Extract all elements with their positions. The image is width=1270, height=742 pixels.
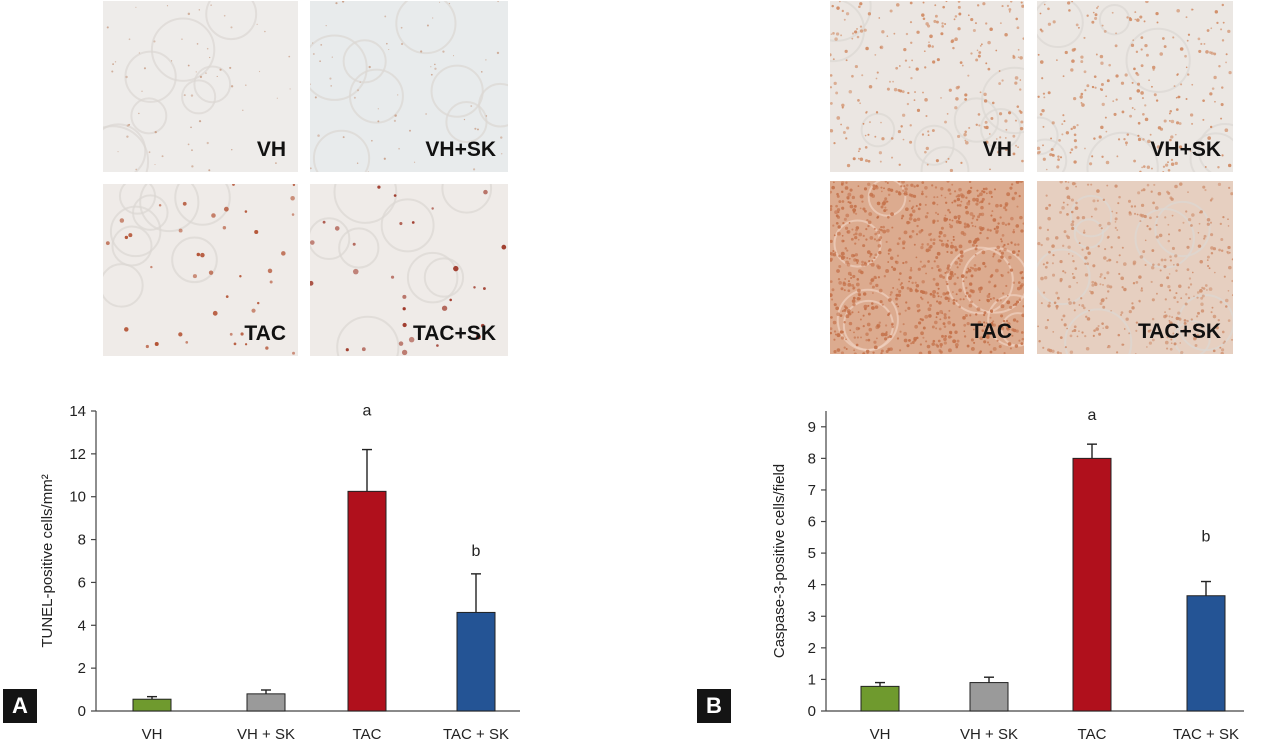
x-tick-label: VH — [870, 726, 891, 742]
micrograph-b-vh: VH — [830, 1, 1024, 172]
micrograph-label: TAC+SK — [412, 322, 496, 345]
y-tick-label: 8 — [78, 532, 86, 549]
micrograph-a-vh: VH — [103, 1, 298, 172]
micrograph-label: TAC — [970, 320, 1012, 343]
micrograph-b-tac-sk: TAC+SK — [1037, 181, 1233, 354]
x-tick-label: VH + SK — [960, 726, 1018, 742]
panel-label-b: B — [697, 689, 731, 723]
x-tick-label: VH + SK — [237, 726, 295, 742]
bar — [1072, 457, 1112, 712]
y-tick-label: 1 — [808, 671, 816, 688]
y-tick-label: 2 — [78, 660, 86, 677]
bar — [1186, 595, 1226, 712]
significance-label: a — [1088, 407, 1097, 424]
y-tick-label: 10 — [69, 489, 86, 506]
bar — [347, 490, 387, 712]
y-tick-label: 0 — [808, 703, 816, 720]
bar — [246, 693, 286, 712]
significance-label: b — [1202, 529, 1211, 546]
y-tick-label: 12 — [69, 446, 86, 463]
bar — [132, 698, 172, 712]
y-tick-label: 5 — [808, 545, 816, 562]
micrograph-a-vh-sk: VH+SK — [310, 1, 508, 172]
y-tick-label: 2 — [808, 640, 816, 657]
micrograph-label: TAC+SK — [1137, 320, 1221, 343]
significance-label: a — [363, 403, 372, 420]
y-tick-label: 4 — [808, 577, 816, 594]
micrograph-label: VH+SK — [425, 138, 496, 161]
x-tick-label: TAC + SK — [443, 726, 509, 742]
y-tick-label: 9 — [808, 419, 816, 436]
bar — [456, 611, 496, 712]
y-tick-label: 4 — [78, 617, 86, 634]
y-tick-label: 8 — [808, 450, 816, 467]
y-tick-label: 7 — [808, 482, 816, 499]
y-axis-label: TUNEL-positive cells/mm² — [39, 474, 56, 647]
micrograph-label: VH+SK — [1150, 138, 1221, 161]
micrograph-label: VH — [982, 138, 1012, 161]
bar — [969, 682, 1009, 712]
x-tick-label: TAC — [1078, 726, 1107, 742]
y-tick-label: 3 — [808, 608, 816, 625]
y-tick-label: 0 — [78, 703, 86, 720]
micrograph-a-tac: TAC — [103, 184, 298, 356]
x-tick-label: TAC — [353, 726, 382, 742]
micrograph-b-vh-sk: VH+SK — [1037, 1, 1233, 172]
y-tick-label: 6 — [808, 514, 816, 531]
x-tick-label: TAC + SK — [1173, 726, 1239, 742]
y-tick-label: 6 — [78, 574, 86, 591]
micrograph-a-tac-sk: TAC+SK — [310, 184, 508, 356]
significance-label: b — [472, 543, 481, 560]
micrograph-label: TAC — [244, 322, 286, 345]
tunel-bar-chart: 0 2 4 6 8 10 12 14 TUNEL-positive cells/mm² VH VH … — [39, 403, 520, 742]
bar — [860, 685, 900, 712]
panel-label-a: A — [3, 689, 37, 723]
micrograph-b-tac: TAC — [830, 181, 1024, 354]
y-tick-label: 14 — [69, 403, 86, 420]
y-axis-label: Caspase-3-positive cells/field — [771, 464, 788, 658]
caspase3-bar-chart: 0 1 2 3 4 5 6 7 8 9 Caspase-3-positive cells/field… — [771, 407, 1244, 742]
x-tick-label: VH — [142, 726, 163, 742]
axes: 0 2 4 6 8 10 12 14 — [69, 403, 520, 720]
axes: 0 1 2 3 4 5 6 7 8 9 — [808, 411, 1244, 720]
micrograph-label: VH — [256, 138, 286, 161]
